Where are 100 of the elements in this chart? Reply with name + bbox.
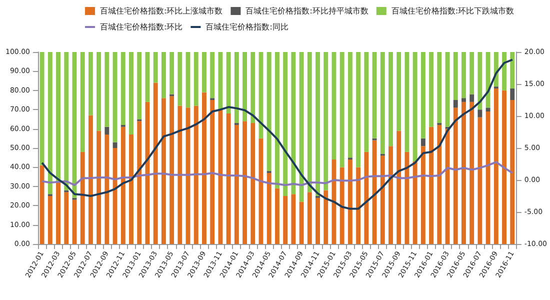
bar	[202, 52, 206, 92]
legend-label: 百城住宅价格指数:环比下跌城市数	[391, 6, 514, 16]
bar	[437, 124, 442, 244]
bar	[396, 52, 402, 131]
bar	[266, 52, 272, 172]
bar	[96, 52, 102, 131]
bar	[332, 52, 336, 160]
bar	[412, 161, 418, 244]
bar	[145, 102, 150, 244]
bar	[291, 52, 296, 194]
bar	[153, 82, 158, 244]
bar	[274, 52, 280, 188]
bar	[356, 52, 361, 168]
bar	[194, 52, 198, 106]
bar	[478, 110, 482, 118]
bar	[502, 90, 506, 244]
bar	[494, 88, 498, 244]
bar	[340, 167, 344, 244]
bar	[404, 52, 410, 152]
bar	[161, 98, 166, 244]
bar	[242, 121, 248, 244]
bar	[274, 188, 280, 244]
legend-label: 百城住宅价格指数:环比上涨城市数	[100, 6, 223, 16]
bar	[178, 52, 182, 106]
bar	[129, 52, 134, 135]
bar	[461, 52, 466, 98]
bar	[437, 52, 442, 124]
bar	[486, 112, 490, 244]
bar	[234, 52, 239, 124]
bar	[250, 52, 256, 124]
bar	[470, 94, 474, 102]
bar	[64, 192, 69, 244]
bar	[178, 106, 182, 244]
bar	[420, 52, 426, 138]
bar	[324, 190, 328, 244]
bar	[486, 108, 490, 112]
bar	[234, 124, 239, 244]
bar	[218, 110, 223, 244]
bar	[137, 121, 142, 244]
bar	[388, 52, 393, 146]
legend-label: 百城住宅价格指数:同比	[206, 22, 288, 32]
bar	[478, 117, 482, 244]
bar	[372, 52, 377, 138]
bar	[486, 52, 490, 108]
bar	[291, 194, 296, 244]
bar	[356, 167, 361, 244]
bar	[250, 123, 256, 244]
bar	[299, 202, 304, 244]
bar	[56, 52, 61, 183]
bar	[40, 165, 44, 244]
bar	[104, 52, 110, 127]
bar	[316, 198, 320, 244]
bar	[470, 52, 474, 94]
bar	[80, 152, 85, 244]
bar	[502, 52, 506, 90]
bar	[218, 52, 223, 110]
bar	[461, 102, 466, 244]
bar	[170, 96, 174, 244]
bar	[388, 146, 393, 244]
bar	[364, 52, 369, 152]
bar	[445, 52, 450, 127]
bar	[307, 52, 312, 192]
legend-label: 百城住宅价格指数:环比	[100, 22, 183, 32]
bar	[64, 52, 69, 190]
bar	[242, 52, 248, 122]
bar	[226, 52, 231, 114]
bar	[478, 52, 482, 110]
bar	[80, 52, 85, 152]
bar	[48, 52, 52, 194]
bar	[112, 52, 118, 142]
bar	[104, 126, 110, 135]
bar	[510, 100, 515, 244]
bar	[380, 52, 385, 154]
bar	[88, 115, 93, 244]
bar	[324, 52, 328, 190]
bar	[372, 140, 377, 244]
bar	[96, 130, 102, 244]
bar	[170, 52, 174, 94]
bar	[348, 160, 352, 244]
line-series	[41, 161, 514, 186]
bar	[120, 52, 126, 125]
bar	[283, 52, 288, 196]
bar	[412, 52, 418, 162]
bar	[470, 102, 474, 244]
bar	[380, 156, 385, 244]
bar	[510, 52, 515, 88]
bar	[120, 126, 126, 244]
bar	[453, 100, 458, 108]
bar	[364, 152, 369, 244]
bar	[202, 92, 206, 244]
bar	[129, 134, 134, 244]
bar	[194, 106, 198, 244]
bar	[453, 52, 458, 100]
bar	[153, 52, 158, 83]
bar	[40, 52, 44, 166]
bar	[348, 52, 352, 158]
bar	[340, 52, 344, 168]
bar	[307, 192, 312, 244]
bar	[88, 52, 93, 116]
bar	[145, 52, 150, 102]
